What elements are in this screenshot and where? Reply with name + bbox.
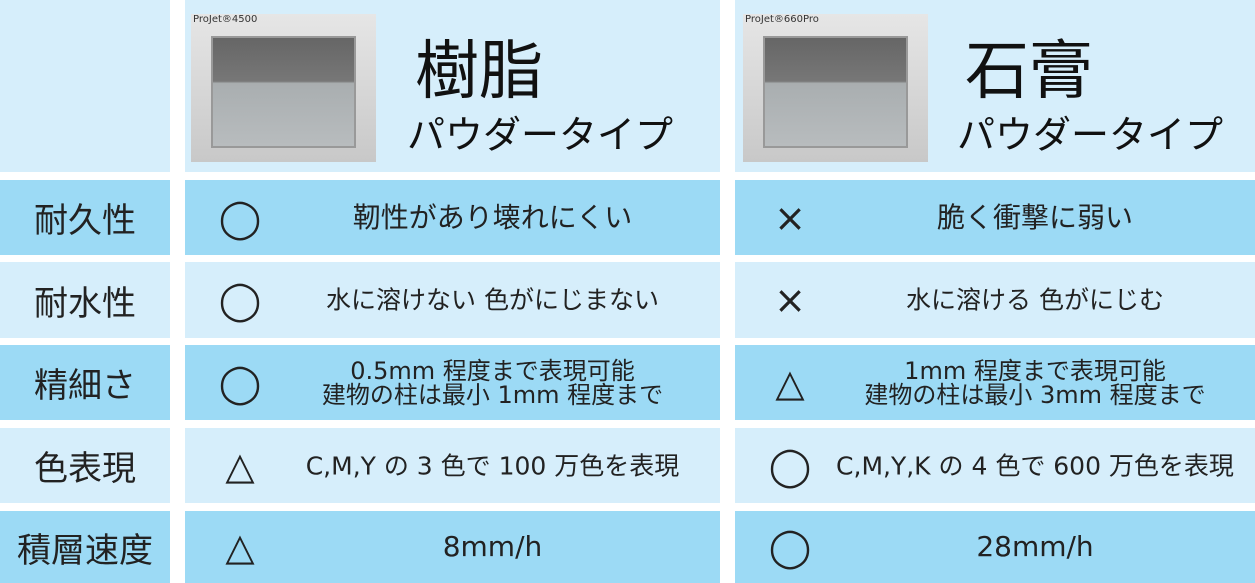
row-cell: × 水に溶ける 色がにじむ — [735, 262, 1255, 338]
text-line: 0.5mm 程度まで表現可能 — [350, 356, 635, 385]
row-label: 耐水性 — [0, 262, 170, 338]
row-cell: ◯ 水に溶けない 色がにじまない — [185, 262, 720, 338]
text-line: 建物の柱は最小 1mm 程度まで — [321, 380, 664, 409]
printer-body — [211, 36, 356, 148]
material-title: 樹脂 — [415, 35, 543, 109]
text-line: 脆く衝撃に弱い — [936, 200, 1133, 234]
rating-mark: ◯ — [218, 195, 262, 240]
row-cell: △ 1mm 程度まで表現可能 建物の柱は最小 3mm 程度まで — [735, 345, 1255, 420]
cell-text: C,M,Y の 3 色で 100 万色を表現 — [275, 453, 710, 478]
cell-text: 靭性があり壊れにくい — [275, 200, 710, 234]
cell-text: 1mm 程度まで表現可能 建物の柱は最小 3mm 程度まで — [825, 359, 1245, 407]
rating-mark: × — [774, 195, 806, 240]
rating-mark: ◯ — [768, 525, 812, 569]
text-line: 建物の柱は最小 3mm 程度まで — [864, 380, 1206, 409]
image-caption: ProJet®4500 — [193, 14, 258, 25]
cell-text: 脆く衝撃に弱い — [825, 200, 1245, 234]
rating-mark: △ — [225, 525, 255, 569]
printer-body — [763, 36, 908, 148]
material-subtitle: パウダータイプ — [957, 113, 1224, 157]
row-label: 耐久性 — [0, 180, 170, 255]
rating-mark: ◯ — [218, 278, 262, 322]
text-line: 水に溶けない 色がにじまない — [326, 285, 659, 315]
printer-image: ProJet®4500 — [191, 14, 376, 162]
cell-text: C,M,Y,K の 4 色で 600 万色を表現 — [825, 453, 1245, 478]
cell-text: 0.5mm 程度まで表現可能 建物の柱は最小 1mm 程度まで — [275, 359, 710, 407]
header-cell: ProJet®4500 樹脂 パウダータイプ — [185, 0, 720, 172]
rating-mark: △ — [775, 360, 805, 405]
text-line: C,M,Y,K の 4 色で 600 万色を表現 — [836, 451, 1234, 480]
text-line: 8mm/h — [442, 530, 543, 563]
text-line: C,M,Y の 3 色で 100 万色を表現 — [305, 451, 680, 480]
cell-text: 28mm/h — [825, 533, 1245, 561]
printer-image: ProJet®660Pro — [743, 14, 928, 162]
rating-mark: ◯ — [218, 360, 262, 405]
rating-mark: ◯ — [768, 443, 812, 488]
row-cell: △ 8mm/h — [185, 511, 720, 583]
row-cell: ◯ 靭性があり壊れにくい — [185, 180, 720, 255]
row-cell: △ C,M,Y の 3 色で 100 万色を表現 — [185, 428, 720, 503]
cell-text: 8mm/h — [275, 533, 710, 561]
row-cell: ◯ 0.5mm 程度まで表現可能 建物の柱は最小 1mm 程度まで — [185, 345, 720, 420]
material-subtitle: パウダータイプ — [407, 113, 674, 157]
text-line: 靭性があり壊れにくい — [352, 200, 633, 234]
row-label: 色表現 — [0, 428, 170, 503]
rating-mark: △ — [225, 443, 255, 488]
row-label: 積層速度 — [0, 511, 170, 583]
row-label: 精細さ — [0, 345, 170, 420]
corner-cell — [0, 0, 170, 172]
text-line: 1mm 程度まで表現可能 — [904, 356, 1166, 385]
cell-text: 水に溶ける 色がにじむ — [825, 288, 1245, 313]
text-line: 28mm/h — [976, 530, 1094, 563]
image-caption: ProJet®660Pro — [745, 14, 819, 25]
material-title: 石膏 — [965, 35, 1093, 109]
row-cell: × 脆く衝撃に弱い — [735, 180, 1255, 255]
row-cell: ◯ 28mm/h — [735, 511, 1255, 583]
rating-mark: × — [774, 278, 806, 322]
cell-text: 水に溶けない 色がにじまない — [275, 288, 710, 313]
row-cell: ◯ C,M,Y,K の 4 色で 600 万色を表現 — [735, 428, 1255, 503]
text-line: 水に溶ける 色がにじむ — [906, 285, 1164, 315]
header-cell: ProJet®660Pro 石膏 パウダータイプ — [735, 0, 1255, 172]
